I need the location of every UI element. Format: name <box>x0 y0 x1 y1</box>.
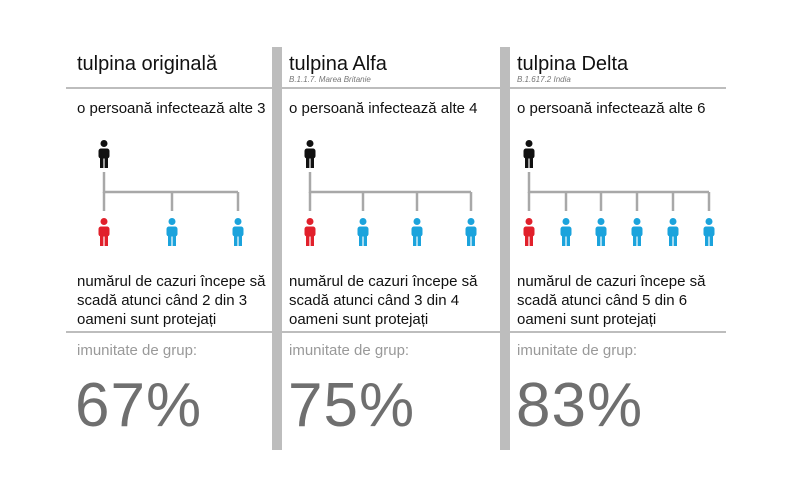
transmission-tree <box>304 140 477 246</box>
description-line: scadă atunci când 5 din 6 <box>517 292 688 309</box>
description-line: oameni sunt protejați <box>517 311 657 328</box>
protected-person-icon <box>631 218 643 246</box>
herd-immunity-value: 67% <box>75 371 203 440</box>
herd-immunity-label: imunitate de grup: <box>77 342 198 359</box>
threshold-description: numărul de cazuri începe să scadă atunci… <box>289 272 477 329</box>
column-separator <box>272 47 282 450</box>
description-line: numărul de cazuri începe să <box>77 273 266 290</box>
description-divider <box>282 331 500 333</box>
infector-person-icon <box>304 140 316 168</box>
description-line: numărul de cazuri începe să <box>517 273 706 290</box>
transmission-tree <box>98 140 244 246</box>
panel-delta: tulpina Delta B.1.617.2 India o persoană… <box>510 53 726 440</box>
infection-rate-text: o persoană infectează alte 4 <box>289 100 478 117</box>
panel-title: tulpina Alfa <box>289 53 387 75</box>
infection-rate-text: o persoană infectează alte 6 <box>517 100 706 117</box>
infection-rate-text: o persoană infectează alte 3 <box>77 100 266 117</box>
description-line: scadă atunci când 3 din 4 <box>289 292 460 309</box>
infector-person-icon <box>523 140 535 168</box>
protected-person-icon <box>703 218 715 246</box>
description-line: scadă atunci când 2 din 3 <box>77 292 248 309</box>
title-divider <box>282 87 500 89</box>
panel-original: tulpina originală o persoană infectează … <box>0 0 272 497</box>
column-separator <box>500 47 510 450</box>
threshold-description: numărul de cazuri începe să scadă atunci… <box>517 272 705 329</box>
infector-person-icon <box>98 140 110 168</box>
herd-immunity-value: 83% <box>516 371 644 440</box>
transmission-tree <box>523 140 715 246</box>
herd-immunity-value: 75% <box>288 371 416 440</box>
protected-person-icon <box>595 218 607 246</box>
description-divider <box>510 331 726 333</box>
description-line: oameni sunt protejați <box>289 311 429 328</box>
unprotected-person-icon <box>304 218 316 246</box>
protected-person-icon <box>411 218 423 246</box>
unprotected-person-icon <box>523 218 535 246</box>
threshold-description: numărul de cazuri începe să scadă atunci… <box>77 272 265 329</box>
title-divider <box>510 87 726 89</box>
protected-person-icon <box>166 218 178 246</box>
variant-code: B.1.1.7. Marea Britanie <box>289 75 371 84</box>
variant-code: B.1.617.2 India <box>517 75 571 84</box>
panel-alfa: tulpina Alfa B.1.1.7. Marea Britanie o p… <box>282 53 500 440</box>
panel-title: tulpina originală <box>77 53 218 75</box>
protected-person-icon <box>667 218 679 246</box>
herd-immunity-label: imunitate de grup: <box>517 342 638 359</box>
description-divider <box>66 331 272 333</box>
protected-person-icon <box>357 218 369 246</box>
protected-person-icon <box>232 218 244 246</box>
title-divider <box>66 87 272 89</box>
herd-immunity-label: imunitate de grup: <box>289 342 410 359</box>
protected-person-icon <box>465 218 477 246</box>
unprotected-person-icon <box>98 218 110 246</box>
description-line: numărul de cazuri începe să <box>289 273 478 290</box>
panel-title: tulpina Delta <box>517 53 629 75</box>
protected-person-icon <box>560 218 572 246</box>
description-line: oameni sunt protejați <box>77 311 217 328</box>
